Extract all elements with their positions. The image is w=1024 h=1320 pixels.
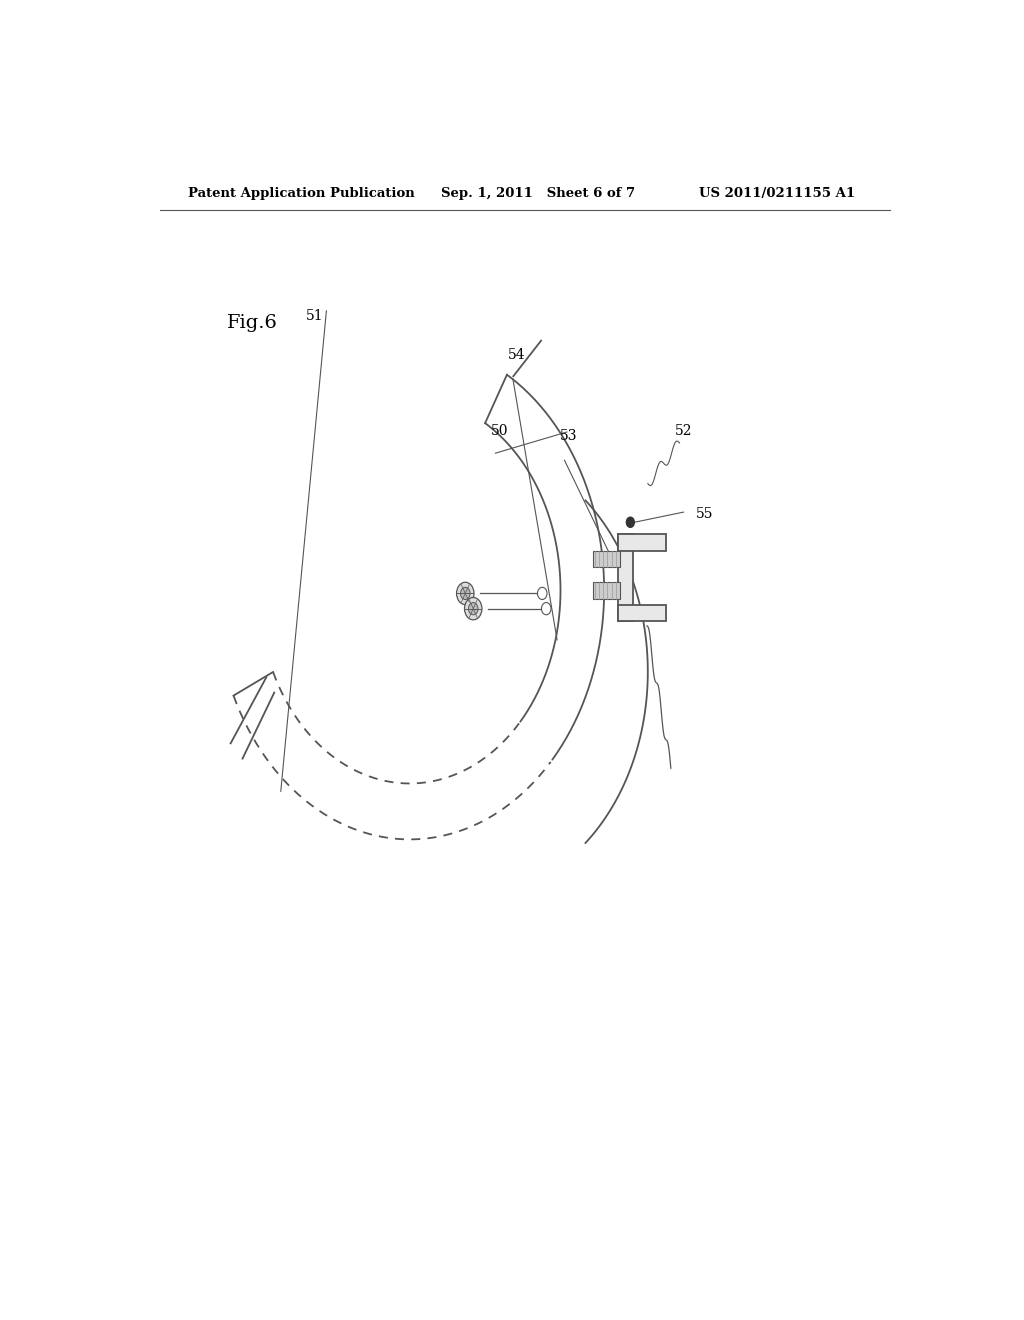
Text: 55: 55 xyxy=(695,507,713,521)
Text: 54: 54 xyxy=(508,347,525,362)
Bar xyxy=(618,535,666,550)
Text: US 2011/0211155 A1: US 2011/0211155 A1 xyxy=(699,187,855,201)
Bar xyxy=(618,535,633,620)
Bar xyxy=(593,550,621,566)
Text: 52: 52 xyxy=(675,424,692,438)
Circle shape xyxy=(627,517,634,528)
Text: Patent Application Publication: Patent Application Publication xyxy=(187,187,415,201)
Text: Sep. 1, 2011   Sheet 6 of 7: Sep. 1, 2011 Sheet 6 of 7 xyxy=(441,187,636,201)
Circle shape xyxy=(461,587,470,599)
Circle shape xyxy=(542,602,551,615)
Circle shape xyxy=(468,602,478,615)
Bar xyxy=(618,605,666,620)
Bar xyxy=(593,582,621,599)
Text: 53: 53 xyxy=(560,429,578,444)
Circle shape xyxy=(457,582,474,605)
Text: 51: 51 xyxy=(306,309,324,323)
Text: 50: 50 xyxy=(490,424,508,438)
Text: Fig.6: Fig.6 xyxy=(227,314,279,333)
Circle shape xyxy=(465,598,482,620)
Circle shape xyxy=(538,587,547,599)
